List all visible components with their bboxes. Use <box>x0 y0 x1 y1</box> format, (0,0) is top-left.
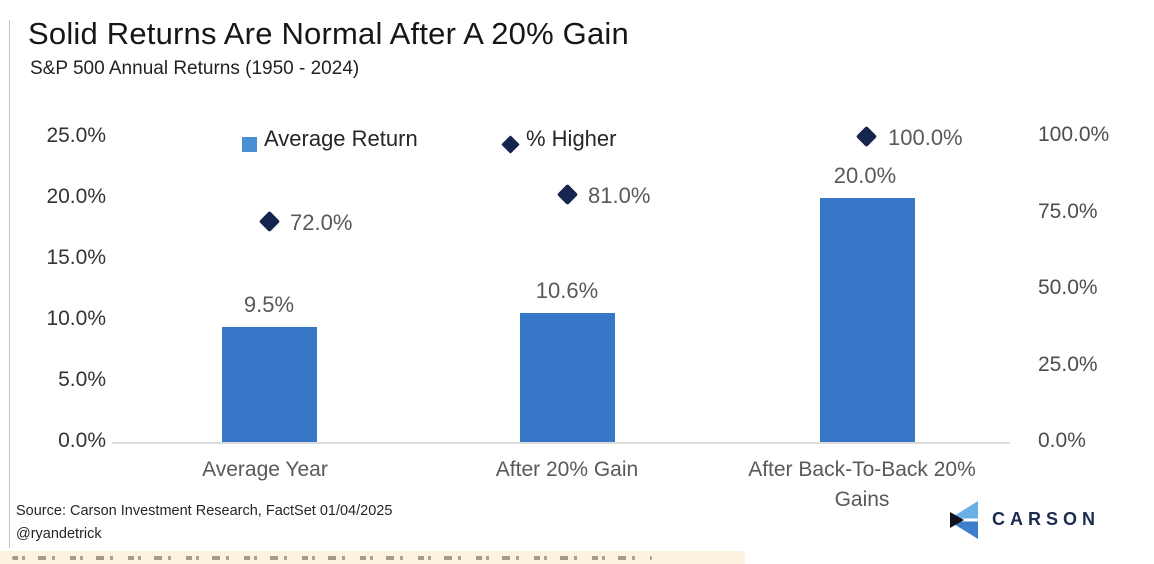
left-axis-tick: 0.0% <box>58 429 106 452</box>
right-axis-tick: 50.0% <box>1038 276 1098 299</box>
clipped-text-fragment <box>12 556 652 560</box>
legend-label-average-return: Average Return <box>264 126 418 151</box>
category-label-after-20pct-gain: After 20% Gain <box>495 458 639 481</box>
legend-label-pct-higher: % Higher <box>526 126 617 151</box>
diamond-marker-after-20pct-gain <box>556 183 579 206</box>
bar-value-label: 10.6% <box>535 278 599 303</box>
left-axis-tick: 10.0% <box>46 307 106 330</box>
legend-diamond-icon <box>501 135 520 154</box>
diamond-value-label: 81.0% <box>588 183 651 208</box>
carson-logo-icon <box>950 501 978 539</box>
diamond-marker-after-back-to-back <box>855 125 878 148</box>
right-axis-tick: 75.0% <box>1038 200 1098 223</box>
right-axis-tick: 25.0% <box>1038 353 1098 376</box>
left-axis-tick: 25.0% <box>46 124 106 147</box>
chart-title: Solid Returns Are Normal After A 20% Gai… <box>28 16 629 51</box>
bar-value-label: 9.5% <box>243 292 295 317</box>
bar-after-back-to-back <box>820 198 915 443</box>
diamond-value-label: 72.0% <box>290 210 353 235</box>
chart-subtitle: S&P 500 Annual Returns (1950 - 2024) <box>30 58 360 79</box>
right-axis-tick: 0.0% <box>1038 429 1086 452</box>
category-label-after-back-to-back: After Back-To-Back 20% Gains <box>748 458 976 512</box>
right-axis-tick: 100.0% <box>1038 123 1110 146</box>
clipped-highlighted-caption-strip <box>0 551 745 564</box>
carson-logo-wordmark: CARSON <box>992 509 1101 529</box>
category-label-average-year: Average Year <box>202 458 328 481</box>
bar-after-20pct-gain <box>520 313 615 443</box>
legend-swatch-average-return <box>242 137 257 152</box>
left-axis-tick: 5.0% <box>58 368 106 391</box>
diamond-value-label: 100.0% <box>888 125 963 150</box>
x-axis-line <box>112 442 1010 444</box>
source-attribution: Source: Carson Investment Research, Fact… <box>16 503 393 519</box>
bar-value-label: 20.0% <box>833 163 897 188</box>
left-axis-tick: 15.0% <box>46 246 106 269</box>
author-handle: @ryandetrick <box>16 526 102 542</box>
bar-average-year <box>222 327 317 443</box>
diamond-marker-average-year <box>258 210 281 233</box>
left-axis-tick: 20.0% <box>46 185 106 208</box>
left-edge-divider <box>9 20 10 548</box>
